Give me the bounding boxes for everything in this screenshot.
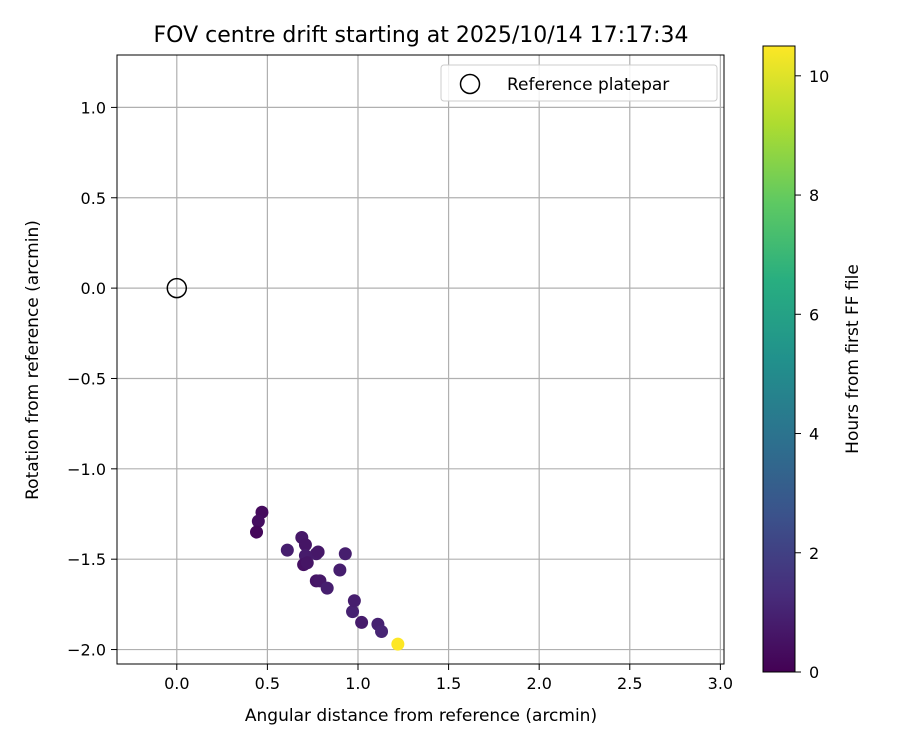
plot-area <box>116 54 725 665</box>
colorbar-tick-label: 6 <box>809 305 819 324</box>
y-tick-label: 0.0 <box>81 279 106 298</box>
colorbar: 0 2 4 6 8 10 Hours from first FF file <box>762 45 863 682</box>
scatter-point <box>280 543 294 557</box>
scatter-point <box>375 624 389 638</box>
scatter-point <box>311 545 325 559</box>
x-tick-label: 2.5 <box>617 674 642 693</box>
data-points <box>250 505 405 651</box>
scatter-point <box>300 556 314 570</box>
y-tick-label: −1.5 <box>67 550 106 569</box>
x-axis-label: Angular distance from reference (arcmin) <box>245 706 597 726</box>
grid-lines <box>117 55 724 664</box>
colorbar-tick-label: 10 <box>809 67 829 86</box>
plot-frame <box>116 54 725 665</box>
y-tick-label: 1.0 <box>81 98 106 117</box>
colorbar-tick-label: 0 <box>809 663 819 682</box>
y-tick-label: −0.5 <box>67 369 106 388</box>
x-tick-label: 2.0 <box>526 674 551 693</box>
scatter-point <box>251 514 265 528</box>
x-tick-label: 3.0 <box>708 674 733 693</box>
reference-point <box>166 277 188 299</box>
colorbar-tick-label: 4 <box>809 425 819 444</box>
scatter-point <box>338 547 352 561</box>
y-axis-label: Rotation from reference (arcmin) <box>23 220 43 500</box>
x-tick-label: 1.5 <box>436 674 461 693</box>
legend: Reference platepar <box>440 64 718 102</box>
x-tick-label: 0.0 <box>164 674 189 693</box>
y-tick-label: −1.0 <box>67 460 106 479</box>
legend-label: Reference platepar <box>507 75 669 95</box>
x-tick-label: 0.5 <box>255 674 280 693</box>
scatter-point <box>320 581 334 595</box>
colorbar-label: Hours from first FF file <box>843 264 863 454</box>
scatter-point <box>346 605 360 619</box>
colorbar-tick-label: 8 <box>809 186 819 205</box>
chart-title: FOV centre drift starting at 2025/10/14 … <box>154 23 689 48</box>
plot-background <box>117 55 724 664</box>
x-axis-ticks: 0.0 0.5 1.0 1.5 2.0 2.5 3.0 <box>164 664 733 693</box>
legend-marker-icon <box>459 73 481 95</box>
scatter-point <box>347 594 361 608</box>
scatter-point <box>333 563 347 577</box>
scatter-point <box>250 525 264 539</box>
colorbar-tick-label: 2 <box>809 544 819 563</box>
colorbar-gradient <box>762 45 796 673</box>
y-tick-label: 0.5 <box>81 189 106 208</box>
scatter-point <box>391 637 405 651</box>
scatter-point <box>355 615 369 629</box>
scatter-point <box>298 538 312 552</box>
y-axis-ticks: 1.0 0.5 0.0 −0.5 −1.0 −1.5 −2.0 <box>67 98 117 660</box>
colorbar-ticks: 0 2 4 6 8 10 <box>795 67 829 682</box>
x-tick-label: 1.0 <box>345 674 370 693</box>
legend-box <box>440 64 718 102</box>
y-tick-label: −2.0 <box>67 641 106 660</box>
